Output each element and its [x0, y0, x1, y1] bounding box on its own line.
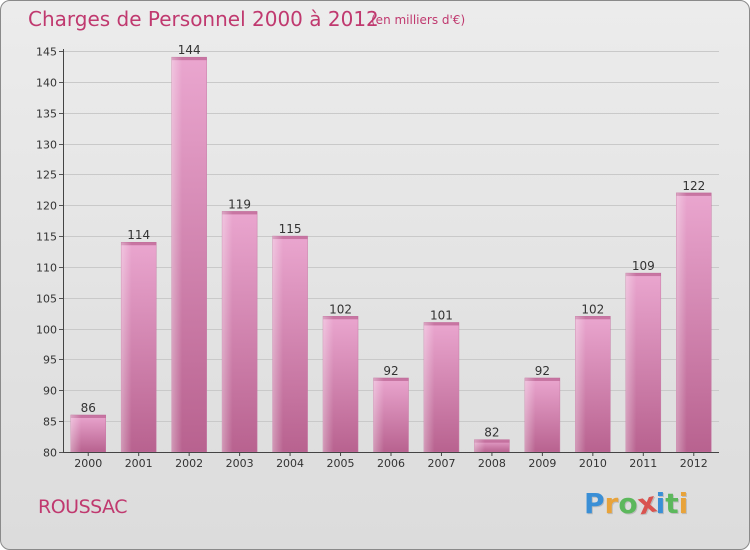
y-tick-label: 125: [36, 169, 57, 182]
data-label: 109: [632, 259, 655, 273]
y-tick-label: 80: [43, 447, 57, 460]
x-tick-label: 2000: [74, 457, 102, 470]
town-name: ROUSSAC: [38, 496, 127, 518]
data-label: 86: [81, 401, 96, 415]
bar-highlight: [323, 316, 359, 452]
y-tick-label: 100: [36, 324, 57, 337]
x-tick-label: 2001: [125, 457, 153, 470]
y-tick-label: 120: [36, 200, 57, 213]
proxiti-logo: Proxiti: [584, 485, 689, 522]
data-label: 92: [383, 364, 398, 378]
y-tick-label: 105: [36, 293, 57, 306]
x-tick-label: 2008: [478, 457, 506, 470]
y-tick-label: 130: [36, 139, 57, 152]
bar-highlight: [121, 242, 157, 452]
x-tick-label: 2011: [629, 457, 657, 470]
bar-highlight: [272, 236, 308, 452]
data-label: 115: [279, 222, 302, 236]
chart-title: Charges de Personnel 2000 à 2012: [28, 7, 379, 31]
x-tick-label: 2012: [680, 457, 708, 470]
y-tick-label: 85: [43, 416, 57, 429]
bar-highlight: [676, 192, 712, 452]
x-tick-label: 2002: [175, 457, 203, 470]
data-label: 102: [581, 302, 604, 316]
x-tick-label: 2007: [427, 457, 455, 470]
y-tick-label: 90: [43, 385, 57, 398]
bar-highlight: [625, 273, 661, 452]
x-tick-label: 2009: [528, 457, 556, 470]
data-label: 114: [127, 228, 150, 242]
bar-highlight: [423, 322, 459, 452]
y-tick-label: 110: [36, 262, 57, 275]
data-label: 144: [178, 43, 201, 57]
bar-highlight: [222, 211, 258, 452]
bar-highlight: [70, 414, 106, 452]
data-label: 82: [484, 426, 499, 440]
x-tick-label: 2010: [579, 457, 607, 470]
bar-highlight: [575, 316, 611, 452]
bar-highlight: [373, 377, 409, 452]
bar-highlight: [474, 439, 510, 452]
data-label: 122: [682, 179, 705, 193]
data-label: 119: [228, 197, 251, 211]
y-tick-label: 135: [36, 108, 57, 121]
x-tick-label: 2003: [226, 457, 254, 470]
x-tick-label: 2006: [377, 457, 405, 470]
bar-highlight: [171, 57, 207, 453]
bar-highlight: [524, 377, 560, 452]
chart-subtitle: (en milliers d'€): [371, 13, 466, 27]
data-label: 102: [329, 302, 352, 316]
x-tick-label: 2005: [327, 457, 355, 470]
y-tick-label: 145: [36, 46, 57, 59]
y-tick-label: 115: [36, 231, 57, 244]
data-label: 101: [430, 308, 453, 322]
y-tick-label: 95: [43, 354, 57, 367]
y-tick-label: 140: [36, 77, 57, 90]
x-tick-label: 2004: [276, 457, 304, 470]
data-label: 92: [535, 364, 550, 378]
